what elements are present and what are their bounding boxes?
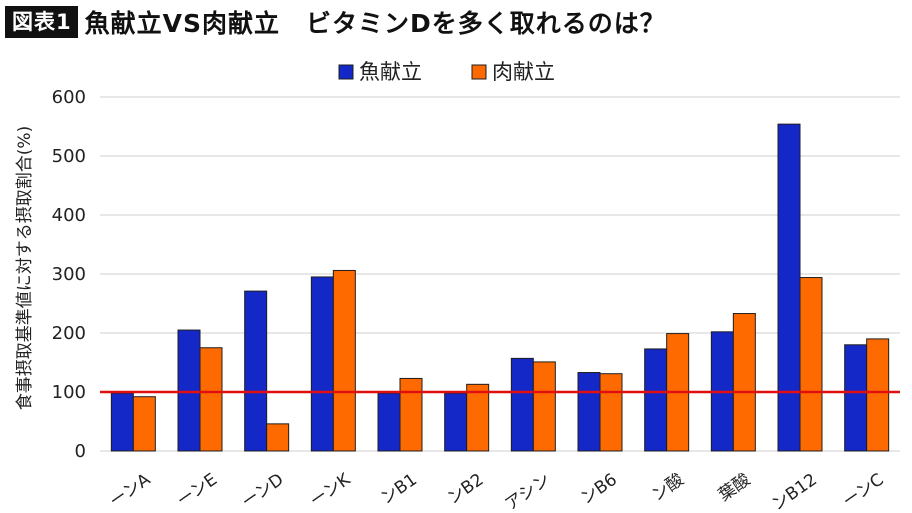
bar-meat: [599, 373, 623, 452]
bar-fish: [777, 123, 801, 452]
legend-swatch: [338, 64, 354, 80]
y-tick-label: 300: [52, 264, 86, 285]
y-tick-label: 600: [52, 87, 86, 108]
bar-meat: [799, 277, 823, 452]
x-tick-label: ーンK: [306, 469, 354, 511]
y-tick-label: 500: [52, 146, 86, 167]
bar-fish: [244, 290, 268, 452]
x-tick-label: アシン: [502, 470, 555, 513]
x-tick-label: ーンA: [106, 470, 154, 512]
bar-fish: [644, 348, 668, 452]
chart-title: 図表1 魚献立VS肉献立 ビタミンDを多く取れるのは？: [5, 3, 666, 41]
y-tick-label: 400: [52, 205, 86, 226]
x-tick-label: ンB2: [444, 470, 488, 509]
bars: [110, 123, 890, 452]
x-tick-label: ンB1: [377, 470, 421, 509]
x-tick-labels: ーンA ーンE ーンD ーンK ンB1 ンB2 アシン ンB6 ン酸 葉酸 ンB12 ーンC: [106, 469, 887, 513]
y-tick-label: 0: [75, 441, 86, 462]
x-tick-label: ンB6: [577, 470, 621, 509]
bar-fish: [310, 276, 334, 452]
y-tick-labels: 0 100 200 300 400 500 600: [52, 87, 86, 462]
bar-meat: [266, 423, 290, 452]
x-tick-label: ン酸: [648, 470, 687, 506]
x-tick-label: ンB12: [768, 470, 821, 513]
bar-meat: [132, 396, 156, 452]
legend-swatch: [471, 64, 487, 80]
y-axis-label: 食事摂取基準値に対する摂取割合(%): [15, 126, 35, 410]
bar-fish: [444, 392, 468, 452]
legend-label: 肉献立: [492, 60, 555, 84]
legend: 魚献立 肉献立: [338, 60, 555, 84]
bar-fish: [377, 392, 401, 452]
x-tick-label: ーンC: [839, 470, 887, 512]
y-tick-label: 100: [52, 382, 86, 403]
title-text: 魚献立VS肉献立 ビタミンDを多く取れるのは？: [84, 9, 666, 38]
x-tick-label: 葉酸: [715, 470, 754, 506]
bar-meat: [732, 313, 756, 452]
bar-fish: [110, 392, 134, 452]
bar-fish: [844, 344, 868, 452]
bar-meat: [466, 383, 490, 452]
figure-badge: 図表1: [5, 6, 78, 38]
x-tick-label: ーンE: [173, 470, 220, 512]
legend-label: 魚献立: [359, 60, 422, 84]
x-tick-label: ーンD: [238, 470, 287, 513]
bar-fish: [510, 357, 534, 452]
bar-fish: [577, 372, 601, 452]
bar-fish: [177, 329, 201, 452]
bar-meat: [399, 377, 423, 452]
bar-meat: [866, 338, 890, 452]
bar-meat: [199, 347, 223, 452]
bar-meat: [332, 269, 356, 452]
bar-meat: [532, 361, 556, 452]
y-tick-label: 200: [52, 323, 86, 344]
